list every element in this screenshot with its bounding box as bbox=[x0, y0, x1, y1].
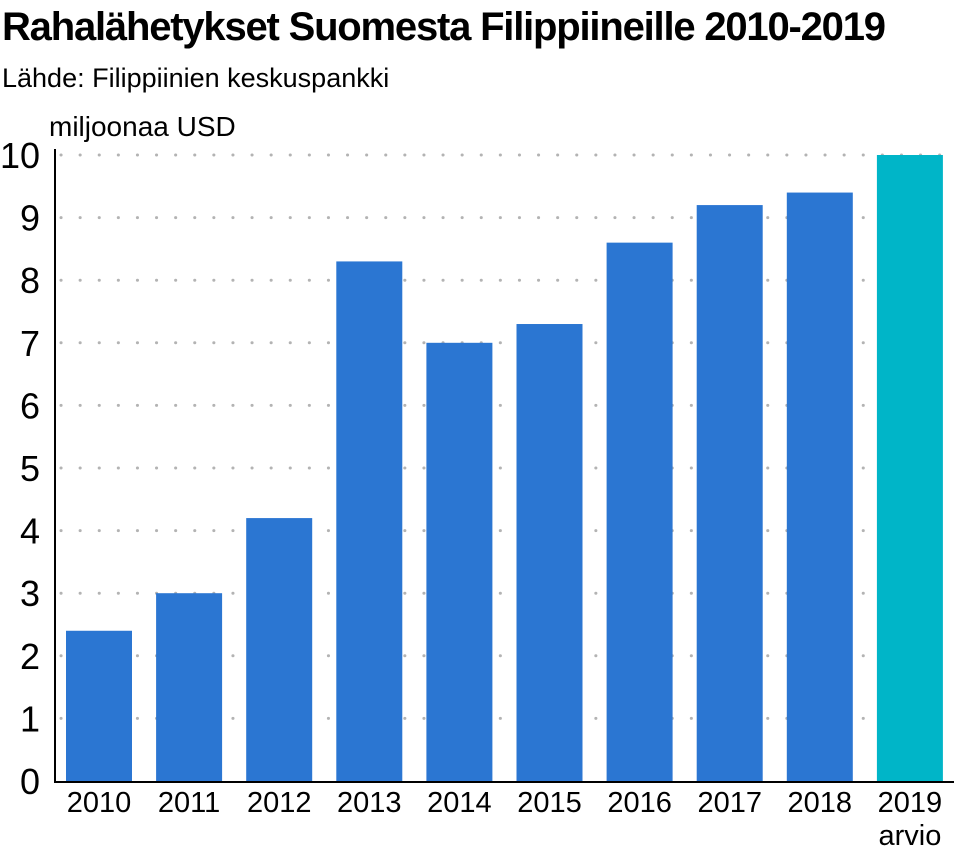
y-tick-label: 6 bbox=[20, 385, 40, 426]
x-tick-label: 2013 bbox=[337, 787, 402, 819]
x-tick-label: 2012 bbox=[247, 787, 312, 819]
y-tick-label: 3 bbox=[20, 573, 40, 614]
y-tick-label: 7 bbox=[20, 323, 40, 364]
chart-title: Rahalähetykset Suomesta Filippiineille 2… bbox=[2, 5, 886, 49]
y-tick-label: 1 bbox=[20, 698, 40, 739]
y-tick-label: 0 bbox=[20, 761, 40, 802]
bars bbox=[66, 155, 943, 781]
bar-2016 bbox=[606, 242, 673, 781]
y-tick-label: 9 bbox=[20, 198, 40, 239]
chart-source: Lähde: Filippiinien keskuspankki bbox=[2, 63, 390, 93]
bar-2013 bbox=[336, 261, 403, 781]
y-tick-label: 2 bbox=[20, 636, 40, 677]
y-tick-label: 8 bbox=[20, 260, 40, 301]
bar-2015 bbox=[516, 324, 583, 781]
bar-2017 bbox=[696, 205, 763, 781]
bar-2019 bbox=[876, 155, 943, 781]
x-tick-label: 2010 bbox=[67, 787, 132, 819]
y-tick-label: 10 bbox=[0, 135, 40, 176]
x-tick-label: 2014 bbox=[427, 787, 492, 819]
bar-2011 bbox=[156, 593, 223, 781]
tick-labels: 0 1 2 3 4 5 6 7 8 9 10 2010 2011 2012 2013 2014 2015 2016… bbox=[0, 135, 942, 852]
bar-2018 bbox=[786, 192, 853, 781]
y-tick-label: 5 bbox=[20, 448, 40, 489]
axes bbox=[54, 149, 954, 783]
x-tick-sublabel: arvio bbox=[878, 820, 941, 852]
bar-2012 bbox=[246, 518, 313, 781]
y-axis-label: miljoonaa USD bbox=[49, 111, 236, 142]
x-tick-label: 2019 bbox=[878, 787, 943, 819]
bar-2014 bbox=[426, 342, 493, 781]
bar-2010 bbox=[66, 630, 132, 781]
x-tick-label: 2016 bbox=[607, 787, 672, 819]
x-tick-label: 2015 bbox=[517, 787, 582, 819]
x-tick-label: 2011 bbox=[158, 787, 220, 819]
y-tick-label: 4 bbox=[20, 511, 40, 552]
x-tick-label: 2018 bbox=[788, 787, 853, 819]
x-tick-label: 2017 bbox=[697, 787, 762, 819]
